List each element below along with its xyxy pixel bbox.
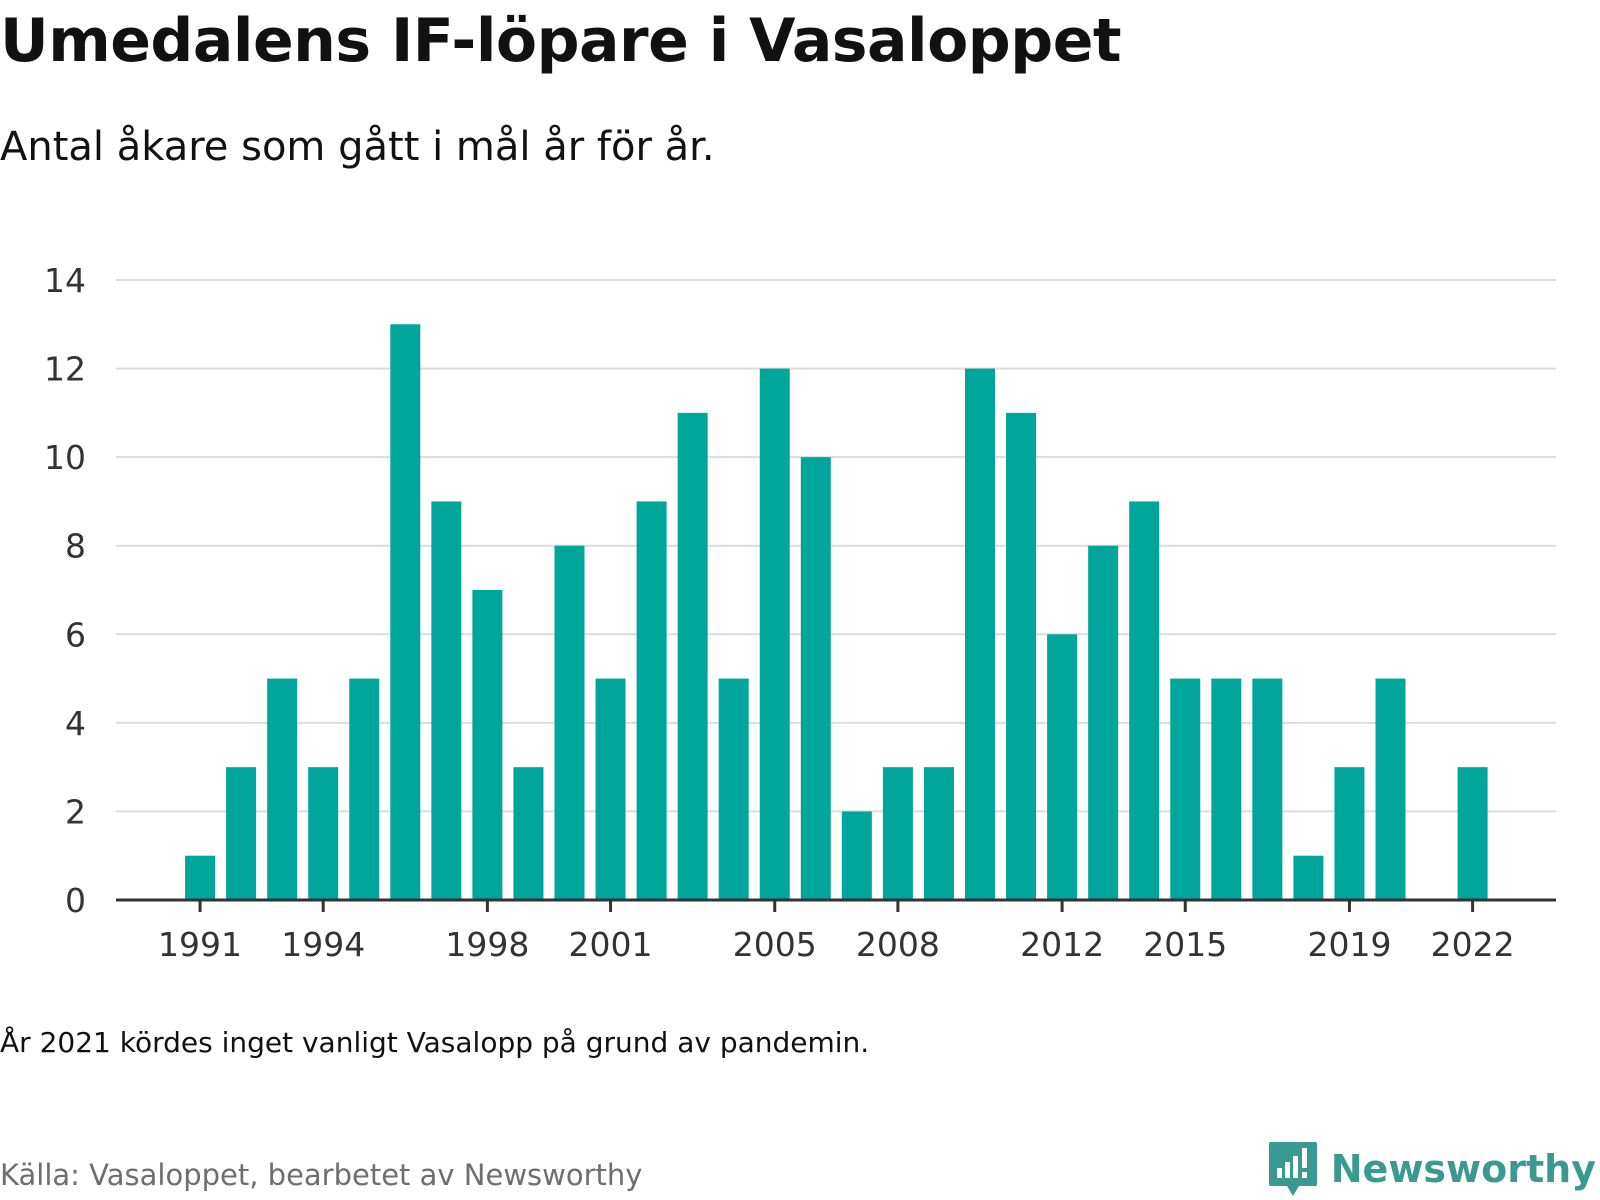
bar-1992 xyxy=(226,767,257,900)
x-tick-label: 2015 xyxy=(1143,925,1227,964)
y-tick-label: 14 xyxy=(44,261,86,300)
bar-1994 xyxy=(308,767,339,900)
bar-2008 xyxy=(882,767,913,900)
bar-2018 xyxy=(1293,855,1324,900)
bar-2020 xyxy=(1375,678,1406,900)
bar-2007 xyxy=(841,811,872,900)
bar-2002 xyxy=(636,501,667,900)
bar-2017 xyxy=(1252,678,1283,900)
bars xyxy=(185,324,1488,900)
y-tick-label: 8 xyxy=(65,527,86,566)
x-tick-label: 2019 xyxy=(1307,925,1391,964)
x-tick-label: 2008 xyxy=(856,925,940,964)
y-tick-labels: 0 2 4 6 8 10 12 14 xyxy=(44,261,86,920)
bar-chart: 0 2 4 6 8 10 12 14 1991 1994 1998 2001 2005 2008 2012… xyxy=(44,261,1556,964)
y-tick-label: 4 xyxy=(65,704,86,743)
gridlines xyxy=(116,279,1556,813)
brand-name: Newsworthy xyxy=(1330,1147,1596,1191)
bar-2022 xyxy=(1457,767,1488,900)
x-tick-label: 2001 xyxy=(569,925,653,964)
newsworthy-logo-icon xyxy=(1268,1142,1317,1196)
x-axis xyxy=(116,898,1556,912)
bar-2010 xyxy=(965,368,995,900)
bar-1995 xyxy=(349,678,380,900)
bar-1993 xyxy=(267,678,298,900)
x-tick-label: 2022 xyxy=(1431,925,1515,964)
bar-2019 xyxy=(1334,767,1365,900)
bar-2015 xyxy=(1170,678,1201,900)
x-tick-label: 1991 xyxy=(158,925,242,964)
y-tick-label: 10 xyxy=(44,438,86,477)
y-tick-label: 0 xyxy=(65,881,86,920)
bar-2004 xyxy=(718,678,749,900)
y-tick-label: 2 xyxy=(65,792,86,831)
bar-2006 xyxy=(800,457,831,900)
y-tick-label: 12 xyxy=(44,350,86,389)
brand-logo: Newsworthy xyxy=(1267,1140,1596,1198)
x-tick-label: 1998 xyxy=(445,925,529,964)
x-tick-labels: 1991 1994 1998 2001 2005 2008 2012 2015 2019 2022 xyxy=(158,925,1515,964)
chart-note: År 2021 kördes inget vanligt Vasalopp på… xyxy=(0,1026,870,1059)
x-tick-label: 2005 xyxy=(733,925,817,964)
x-tick-label: 1994 xyxy=(281,925,365,964)
chart-subtitle: Antal åkare som gått i mål år för år. xyxy=(0,124,715,170)
bar-2005 xyxy=(759,368,790,900)
bar-1996 xyxy=(390,324,421,900)
bar-1999 xyxy=(513,767,544,900)
bar-1997 xyxy=(431,501,462,900)
bar-2001 xyxy=(595,678,626,900)
bar-2000 xyxy=(554,545,585,900)
bar-2012 xyxy=(1047,634,1078,900)
bar-2013 xyxy=(1088,545,1119,900)
bar-1998 xyxy=(472,590,503,900)
x-tick-label: 2012 xyxy=(1020,925,1104,964)
bar-2016 xyxy=(1211,678,1242,900)
source-text: Källa: Vasaloppet, bearbetet av Newswort… xyxy=(0,1158,643,1192)
bar-2009 xyxy=(923,767,954,900)
bar-2014 xyxy=(1129,501,1160,900)
bar-2003 xyxy=(677,412,708,900)
y-tick-label: 6 xyxy=(65,615,86,654)
bar-2011 xyxy=(1006,412,1037,900)
bar-1991 xyxy=(185,855,216,900)
chart-title: Umedalens IF-löpare i Vasaloppet xyxy=(0,6,1122,76)
